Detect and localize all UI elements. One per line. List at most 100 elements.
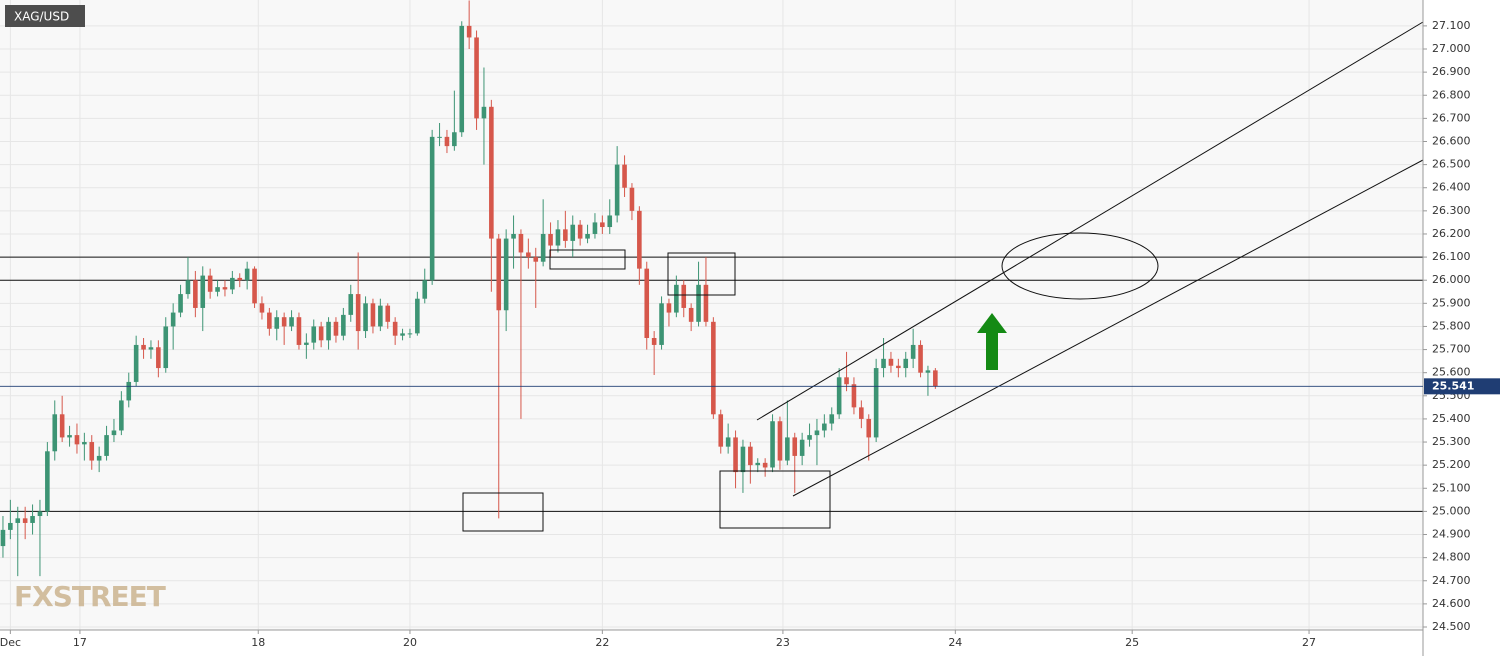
candle-body bbox=[799, 439, 805, 456]
box bbox=[719, 470, 831, 529]
candle-body bbox=[407, 333, 413, 335]
y-tick-label: 26.300 bbox=[1432, 204, 1471, 217]
candle-body bbox=[792, 437, 798, 456]
y-tick-label: 24.600 bbox=[1432, 597, 1471, 610]
y-tick-label: 26.000 bbox=[1432, 273, 1471, 286]
candle-body bbox=[918, 344, 923, 373]
candle-body bbox=[836, 377, 842, 415]
candle-body bbox=[163, 326, 169, 369]
x-tick-label: 24 bbox=[948, 636, 962, 649]
candle-body bbox=[355, 294, 361, 332]
candle-body bbox=[341, 314, 346, 336]
candle-body bbox=[659, 303, 664, 345]
candle-body bbox=[933, 370, 938, 387]
symbol-badge bbox=[5, 5, 85, 27]
candle-body bbox=[592, 222, 598, 234]
x-tick-label: Dec bbox=[0, 636, 21, 649]
candle-body bbox=[363, 303, 368, 332]
candle-body bbox=[244, 268, 250, 281]
candle-body bbox=[22, 518, 28, 523]
candle-body bbox=[881, 358, 886, 369]
candle-body bbox=[459, 25, 465, 133]
candle-body bbox=[422, 280, 428, 299]
watermark: FXSTREET bbox=[14, 580, 166, 613]
candle-body bbox=[429, 136, 435, 281]
ellipse bbox=[1001, 232, 1159, 300]
candle-body bbox=[185, 280, 191, 295]
y-tick-label: 25.800 bbox=[1432, 319, 1471, 332]
y-tick-label: 26.400 bbox=[1432, 181, 1471, 194]
y-tick-label: 26.200 bbox=[1432, 227, 1471, 240]
candle-body bbox=[392, 321, 398, 336]
candle-body bbox=[141, 344, 146, 350]
arrow-up bbox=[977, 313, 1007, 370]
y-tick-label: 26.800 bbox=[1432, 88, 1471, 101]
candle-body bbox=[770, 421, 775, 468]
candle-body bbox=[873, 368, 879, 438]
candle-body bbox=[859, 407, 864, 419]
candle-body bbox=[696, 284, 701, 322]
candle-body bbox=[651, 338, 657, 345]
candle-body bbox=[629, 187, 635, 211]
candle-body bbox=[755, 462, 761, 466]
candle-body bbox=[866, 418, 872, 438]
candle-body bbox=[807, 435, 812, 440]
candle-body bbox=[207, 275, 213, 292]
y-tick-label: 25.400 bbox=[1432, 412, 1471, 425]
candle-body bbox=[563, 229, 568, 241]
annotations bbox=[462, 21, 1424, 532]
candle-body bbox=[814, 430, 820, 436]
candle-body bbox=[511, 233, 516, 239]
candle-body bbox=[52, 414, 58, 452]
candle-body bbox=[37, 511, 43, 517]
candle-body bbox=[259, 303, 265, 313]
y-tick-label: 24.700 bbox=[1432, 574, 1471, 587]
last-price-label: 25.541 bbox=[1432, 379, 1474, 392]
y-tick-label: 25.900 bbox=[1432, 296, 1471, 309]
candle-body bbox=[215, 287, 220, 292]
candle-body bbox=[289, 317, 294, 327]
candle-body bbox=[711, 321, 716, 415]
candle-body bbox=[326, 321, 331, 341]
y-tick-label: 25.100 bbox=[1432, 481, 1471, 494]
candle-body bbox=[496, 238, 502, 311]
candle-body bbox=[829, 414, 835, 424]
candle-body bbox=[896, 365, 901, 369]
y-tick-label: 25.000 bbox=[1432, 504, 1471, 517]
candle-body bbox=[622, 164, 627, 188]
candle-body bbox=[82, 442, 87, 445]
candle-body bbox=[822, 423, 827, 431]
candle-body bbox=[415, 298, 420, 334]
candle-body bbox=[577, 224, 583, 239]
last-price-tag bbox=[1424, 378, 1500, 395]
candle-body bbox=[585, 233, 590, 239]
y-tick-label: 25.700 bbox=[1432, 343, 1471, 356]
candle-body bbox=[637, 210, 642, 269]
candle-body bbox=[748, 446, 753, 466]
candle-body bbox=[540, 233, 546, 262]
candle-body bbox=[89, 442, 95, 461]
candles bbox=[0, 0, 938, 577]
candle-body bbox=[237, 277, 243, 281]
candle-body bbox=[296, 317, 302, 345]
candle-body bbox=[59, 414, 65, 438]
candle-body bbox=[230, 277, 235, 290]
x-tick-label: 27 bbox=[1302, 636, 1316, 649]
candle-body bbox=[318, 326, 324, 341]
candle-body bbox=[126, 381, 132, 401]
y-tick-label: 25.200 bbox=[1432, 458, 1471, 471]
candle-body bbox=[370, 303, 376, 327]
x-tick-label: 22 bbox=[595, 636, 609, 649]
candle-body bbox=[762, 462, 768, 468]
candle-body bbox=[777, 421, 783, 461]
candle-body bbox=[785, 437, 790, 461]
plot-background bbox=[0, 0, 1423, 630]
candle-body bbox=[474, 37, 479, 119]
axes: 24.500 24.600 24.700 24.800 24.900 25.000 25.1… bbox=[0, 19, 1500, 649]
candle-body bbox=[178, 294, 183, 313]
candle-body bbox=[925, 370, 931, 373]
candle-body bbox=[489, 106, 494, 239]
candle-body bbox=[725, 437, 731, 447]
candle-body bbox=[910, 344, 916, 359]
candle-body bbox=[533, 257, 539, 262]
